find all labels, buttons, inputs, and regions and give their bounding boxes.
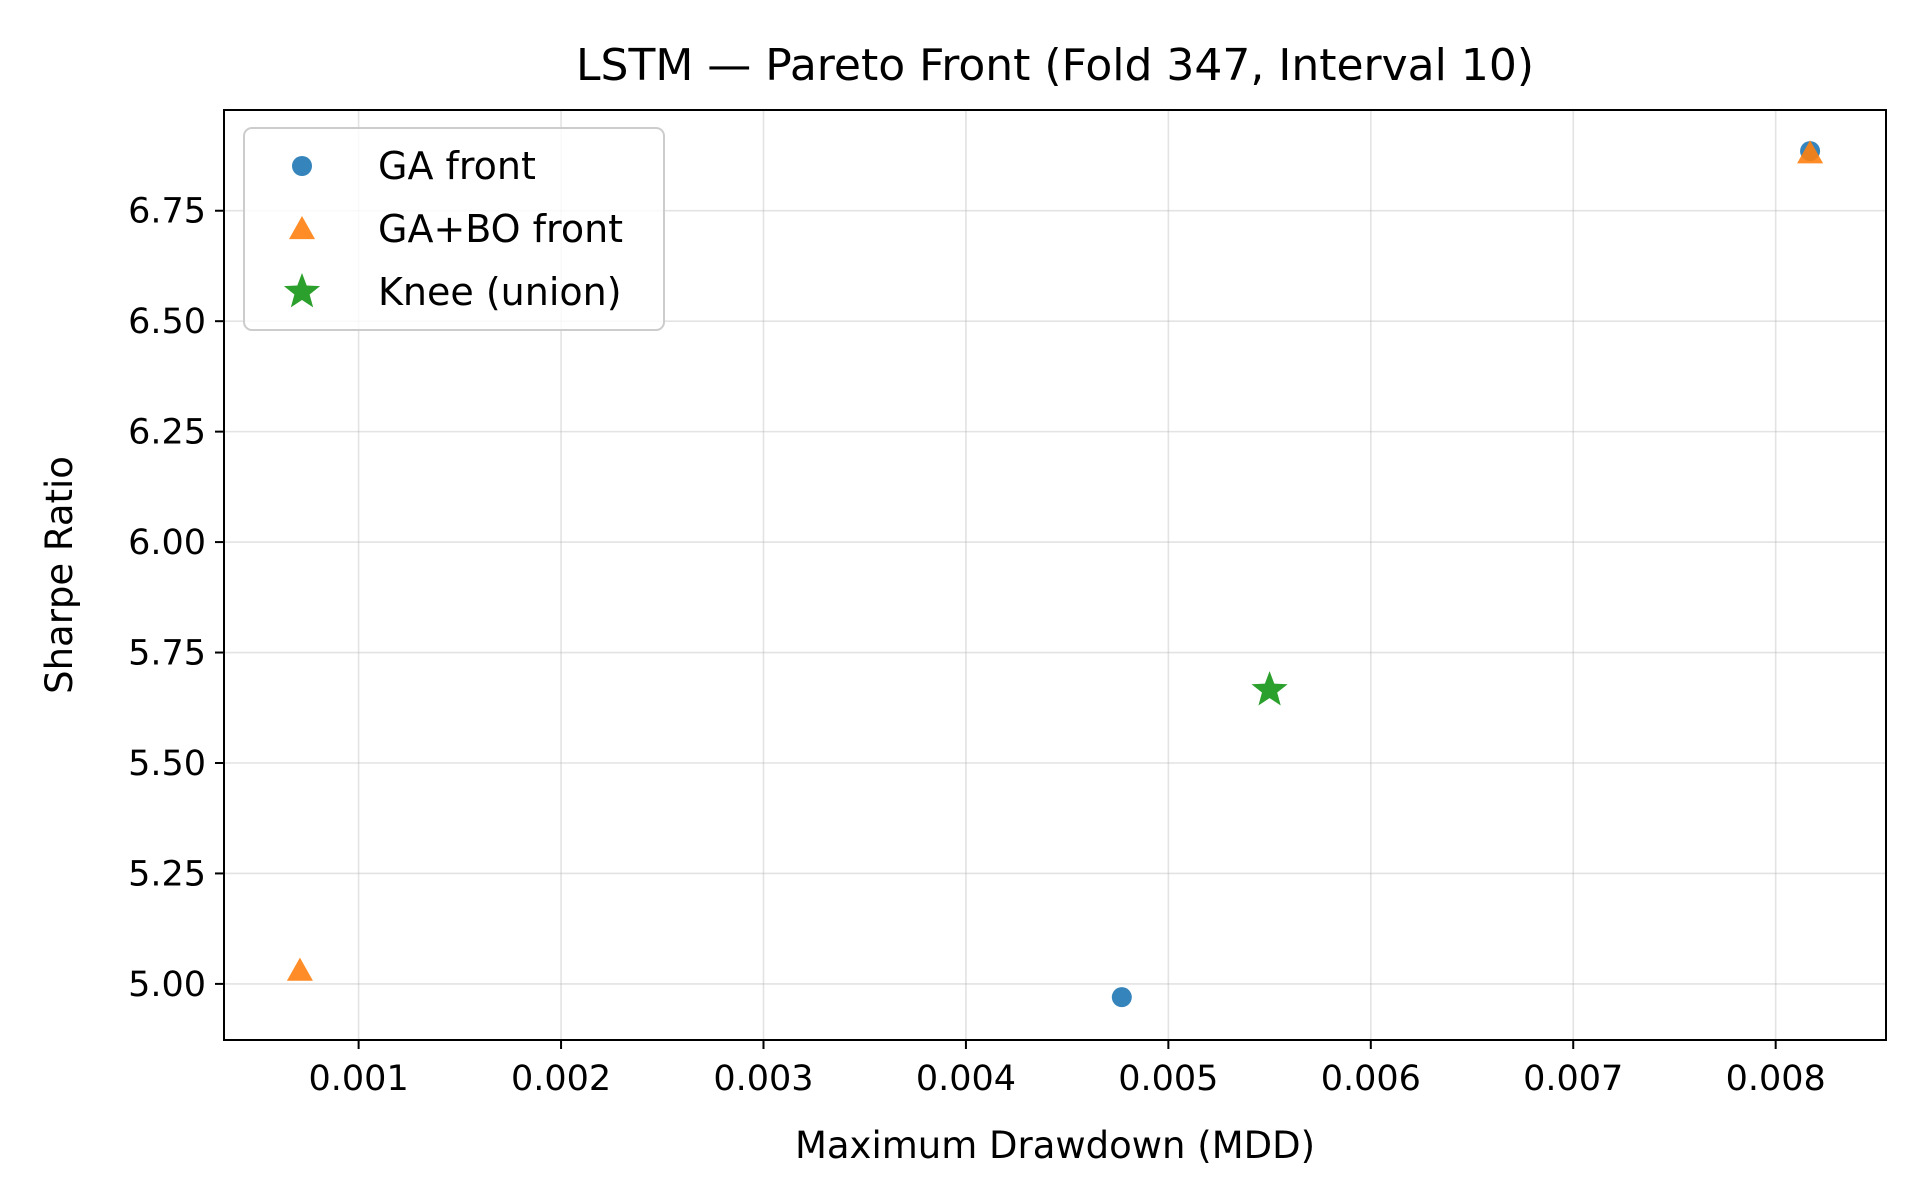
legend-label: Knee (union) — [378, 270, 622, 314]
legend-label: GA+BO front — [378, 207, 623, 251]
plot-area-frame — [223, 109, 1887, 1041]
x-tick-label: 0.001 — [309, 1059, 409, 1099]
y-tick-label: 6.00 — [128, 523, 206, 563]
legend-marker-triangle — [289, 216, 315, 240]
ga-bo-front-point — [1797, 140, 1824, 164]
y-tick-label: 5.25 — [128, 854, 206, 894]
y-axis-ticks: 5.00 5.25 5.50 5.75 6.00 6.25 6.50 6.75 — [128, 192, 224, 1005]
legend-box — [243, 127, 665, 331]
x-axis-ticks: 0.001 0.002 0.003 0.004 0.005 0.006 0.007 0.008 — [309, 1040, 1826, 1099]
y-tick-label: 6.50 — [128, 302, 206, 342]
x-axis-label: Maximum Drawdown (MDD) — [795, 1124, 1315, 1167]
legend-marker-star — [283, 273, 321, 308]
y-tick-label: 6.25 — [128, 413, 206, 453]
legend-marker-circle — [292, 156, 312, 176]
legend-entries: GA front GA+BO front Knee (union) — [283, 144, 623, 314]
x-tick-label: 0.006 — [1321, 1059, 1421, 1099]
y-tick-label: 5.75 — [128, 634, 206, 674]
data-marks — [286, 140, 1824, 1008]
legend-label: GA front — [378, 144, 536, 188]
x-tick-label: 0.008 — [1726, 1059, 1826, 1099]
grid-layer — [224, 110, 1886, 1040]
y-tick-label: 6.75 — [128, 192, 206, 232]
y-tick-label: 5.50 — [128, 744, 206, 784]
y-axis-label: Sharpe Ratio — [38, 456, 81, 694]
x-tick-label: 0.003 — [713, 1059, 813, 1099]
knee-point-marker — [1251, 671, 1288, 706]
x-tick-label: 0.007 — [1523, 1059, 1623, 1099]
x-tick-label: 0.005 — [1118, 1059, 1218, 1099]
x-tick-label: 0.004 — [916, 1059, 1016, 1099]
ga-bo-front-point — [286, 957, 313, 981]
legend: GA front GA+BO front Knee (union) — [243, 127, 665, 331]
ga-front-point — [1111, 987, 1132, 1008]
x-tick-label: 0.002 — [511, 1059, 611, 1099]
y-tick-label: 5.00 — [128, 965, 206, 1005]
chart-title: LSTM — Pareto Front (Fold 347, Interval … — [576, 40, 1534, 91]
